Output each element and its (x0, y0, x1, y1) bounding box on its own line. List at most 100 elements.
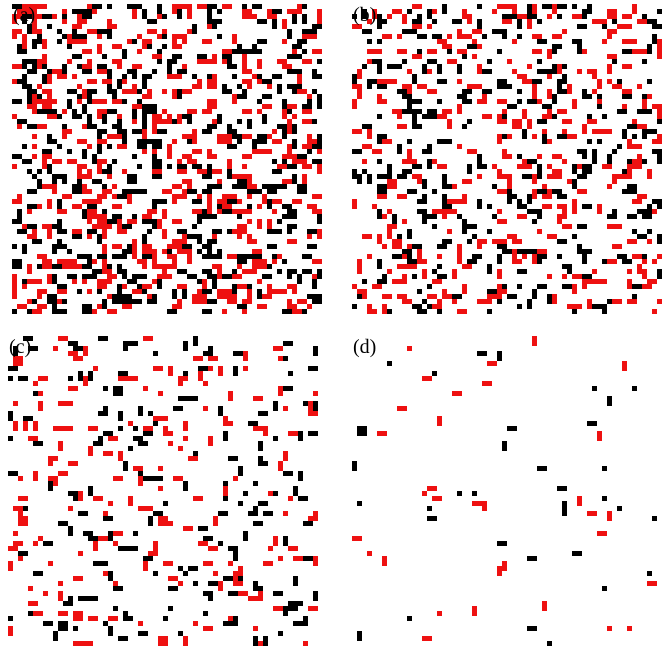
black-site (107, 74, 112, 79)
black-site (572, 234, 577, 239)
red-site (492, 164, 497, 169)
red-site (8, 546, 13, 551)
black-site (117, 289, 122, 294)
red-site (67, 39, 72, 44)
red-site (108, 436, 113, 441)
black-site (147, 44, 152, 49)
red-site (32, 9, 37, 14)
black-site (567, 284, 572, 289)
black-site (377, 279, 382, 284)
red-site (37, 84, 42, 89)
black-site (287, 224, 292, 229)
red-site (272, 199, 277, 204)
black-site (262, 114, 267, 119)
red-site (42, 164, 47, 169)
black-site (157, 139, 162, 144)
red-site (102, 219, 107, 224)
red-site (412, 174, 417, 179)
black-site (72, 114, 77, 119)
red-site (532, 259, 537, 264)
red-site (402, 19, 407, 24)
red-site (262, 194, 267, 199)
red-site (357, 74, 362, 79)
black-site (12, 309, 17, 314)
black-site (78, 371, 83, 376)
red-site (93, 496, 98, 501)
red-site (33, 476, 38, 481)
red-site (627, 169, 632, 174)
red-site (68, 461, 73, 466)
red-site (198, 371, 203, 376)
red-site (12, 34, 17, 39)
black-site (118, 636, 123, 641)
black-site (283, 471, 288, 476)
red-site (242, 154, 247, 159)
black-site (57, 174, 62, 179)
black-site (552, 99, 557, 104)
black-site (257, 49, 262, 54)
black-site (592, 304, 597, 309)
red-site (62, 264, 67, 269)
black-site (457, 491, 462, 496)
black-site (212, 229, 217, 234)
red-site (37, 204, 42, 209)
black-site (207, 174, 212, 179)
black-site (42, 149, 47, 154)
red-site (58, 336, 63, 341)
black-site (182, 269, 187, 274)
red-site (27, 279, 32, 284)
red-site (138, 481, 143, 486)
red-site (457, 79, 462, 84)
black-site (102, 209, 107, 214)
black-site (148, 476, 153, 481)
black-site (227, 54, 232, 59)
black-site (507, 14, 512, 19)
black-site (118, 386, 123, 391)
red-site (77, 264, 82, 269)
red-site (102, 224, 107, 229)
black-site (57, 264, 62, 269)
black-site (207, 254, 212, 259)
red-site (162, 264, 167, 269)
red-site (223, 486, 228, 491)
red-site (142, 284, 147, 289)
black-site (562, 486, 567, 491)
red-site (517, 14, 522, 19)
red-site (158, 486, 163, 491)
red-site (482, 299, 487, 304)
red-site (437, 254, 442, 259)
red-site (372, 9, 377, 14)
black-site (87, 259, 92, 264)
black-site (642, 129, 647, 134)
red-site (217, 199, 222, 204)
black-site (282, 259, 287, 264)
red-site (387, 184, 392, 189)
red-site (237, 209, 242, 214)
red-site (47, 204, 52, 209)
red-site (637, 159, 642, 164)
black-site (632, 214, 637, 219)
red-site (168, 371, 173, 376)
red-site (492, 361, 497, 366)
black-site (202, 209, 207, 214)
black-site (17, 99, 22, 104)
black-site (277, 184, 282, 189)
black-site (467, 89, 472, 94)
black-site (442, 199, 447, 204)
red-site (212, 79, 217, 84)
black-site (622, 94, 627, 99)
black-site (527, 304, 532, 309)
black-site (238, 471, 243, 476)
black-site (467, 44, 472, 49)
red-site (87, 189, 92, 194)
black-site (407, 616, 412, 621)
red-site (313, 411, 318, 416)
black-site (227, 169, 232, 174)
black-site (297, 274, 302, 279)
red-site (577, 164, 582, 169)
red-site (607, 9, 612, 14)
black-site (17, 209, 22, 214)
black-site (257, 189, 262, 194)
black-site (507, 189, 512, 194)
black-site (33, 346, 38, 351)
